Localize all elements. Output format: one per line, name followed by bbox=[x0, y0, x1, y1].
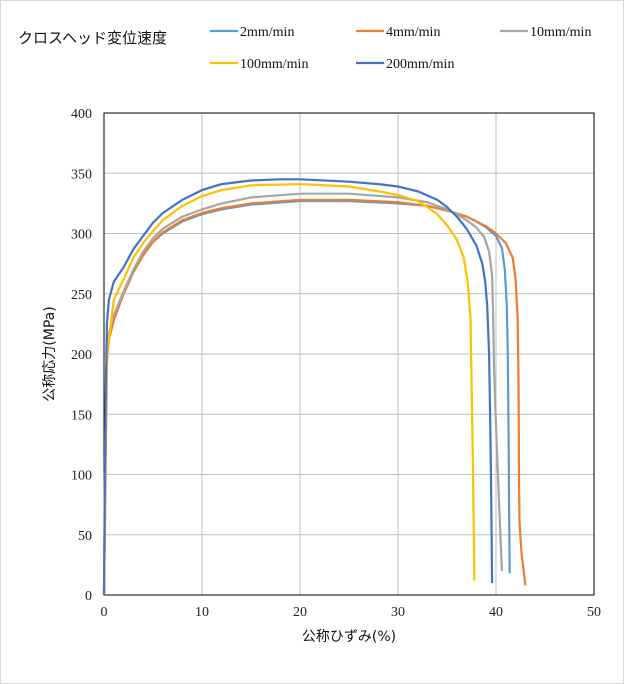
y-tick-label: 200 bbox=[71, 348, 92, 363]
y-tick-label: 300 bbox=[71, 228, 92, 243]
x-tick-label: 0 bbox=[101, 605, 108, 620]
y-axis-label: 公称応力(MPa) bbox=[42, 306, 58, 401]
series-line-10mm-per-min bbox=[102, 192, 503, 596]
legend-entry: 100mm/min bbox=[240, 57, 308, 72]
x-tick-label: 10 bbox=[195, 605, 209, 620]
legend-entry: 200mm/min bbox=[386, 57, 454, 72]
plot-area bbox=[103, 112, 595, 596]
legend: 2mm/min 4mm/min 10mm/min 100mm/min 200mm/min bbox=[210, 25, 591, 72]
x-tick-label: 40 bbox=[489, 605, 503, 620]
x-tick-label: 50 bbox=[587, 605, 601, 620]
y-tick-label: 100 bbox=[71, 469, 92, 484]
series-line-2mm-per-min bbox=[102, 199, 511, 596]
x-axis-label: 公称ひずみ(%) bbox=[302, 629, 396, 645]
legend-entry: 2mm/min bbox=[240, 25, 294, 40]
y-tick-label: 50 bbox=[78, 529, 92, 544]
legend-entry: 10mm/min bbox=[530, 25, 591, 40]
y-tick-label: 250 bbox=[71, 288, 92, 303]
y-tick-label: 400 bbox=[71, 107, 92, 122]
y-tick-label: 0 bbox=[85, 589, 92, 604]
x-tick-label: 30 bbox=[391, 605, 405, 620]
y-tick-label: 350 bbox=[71, 167, 92, 182]
chart-title: クロスヘッド変位速度 bbox=[18, 29, 167, 47]
x-tick-label: 20 bbox=[293, 605, 307, 620]
series-line-200mm-per-min bbox=[102, 178, 494, 596]
series-group bbox=[102, 178, 527, 596]
series-line-100mm-per-min bbox=[102, 183, 476, 596]
legend-entry: 4mm/min bbox=[386, 25, 440, 40]
series-line-4mm-per-min bbox=[102, 198, 527, 596]
x-axis-ticks: 0 10 20 30 40 50 bbox=[101, 605, 602, 620]
y-axis-ticks: 0 50 100 150 200 250 300 350 400 bbox=[71, 107, 92, 604]
y-tick-label: 150 bbox=[71, 408, 92, 423]
